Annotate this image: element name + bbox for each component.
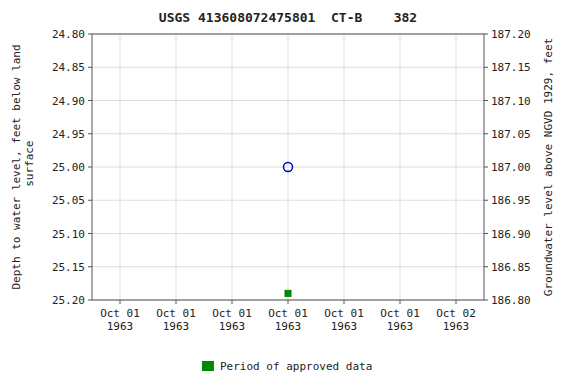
tick-x [400, 300, 401, 304]
tick-y [88, 34, 92, 35]
tick-x [288, 300, 289, 304]
grid [92, 34, 484, 300]
text-line: Groundwater level above NGVD 1929, feet [542, 38, 555, 296]
text-line: Oct 01 [268, 307, 308, 320]
title: USGS 413608072475801 CT-B 382 [159, 10, 417, 25]
marks [284, 163, 293, 297]
tick-label-x: Oct 011963 [268, 307, 308, 333]
text-line: Oct 01 [100, 307, 140, 320]
tick-label-y: 24.85 [52, 61, 85, 74]
tick-y2 [484, 200, 488, 201]
series [285, 290, 291, 296]
tick-label-y2: 187.15 [491, 61, 531, 74]
tick-y [88, 67, 92, 68]
text-line: Oct 02 [436, 307, 476, 320]
tick-label-y2: 186.95 [491, 194, 531, 207]
tick-label-y2: 187.05 [491, 128, 531, 141]
point [285, 290, 291, 296]
text-line: Depth to water level, feet below land [10, 44, 23, 289]
tick-y2 [484, 266, 488, 267]
tick-label-x: Oct 021963 [436, 307, 476, 333]
tick-label-x: Oct 011963 [324, 307, 364, 333]
text-line: 1963 [107, 320, 134, 333]
tick-label-y: 25.20 [52, 294, 85, 307]
plot-frame [92, 34, 484, 300]
tick-y2 [484, 167, 488, 168]
y-axis: 24.80 24.85 24.90 24.95 25.00 25.05 25.10 25.15… [52, 28, 92, 307]
legend-label: Period of approved data [220, 360, 372, 373]
point [284, 163, 293, 172]
tick-label-y2: 186.85 [491, 261, 531, 274]
tick-label-y2: 186.80 [491, 294, 531, 307]
y2-axis-label: Groundwater level above NGVD 1929, feet [542, 38, 555, 296]
legend-swatch [202, 361, 214, 371]
series [284, 163, 293, 172]
tick-label-y: 25.15 [52, 261, 85, 274]
text-line: 1963 [331, 320, 358, 333]
tick-x [344, 300, 345, 304]
text-line: 1963 [387, 320, 414, 333]
tick-y [88, 300, 92, 301]
tick-label-x: Oct 011963 [380, 307, 420, 333]
tick-y [88, 200, 92, 201]
tick-y [88, 167, 92, 168]
tick-label-y: 25.00 [52, 161, 85, 174]
text-line: Oct 01 [156, 307, 196, 320]
text-line: Oct 01 [380, 307, 420, 320]
grid-line-x [344, 34, 345, 300]
text-line: Oct 01 [324, 307, 364, 320]
legend: Period of approved data [202, 360, 372, 373]
text-line: Oct 01 [212, 307, 252, 320]
tick-y2 [484, 34, 488, 35]
grid-line-x [456, 34, 457, 300]
tick-y [88, 233, 92, 234]
grid-line-x [400, 34, 401, 300]
tick-y2 [484, 300, 488, 301]
tick-label-y: 24.95 [52, 128, 85, 141]
y2-axis: 187.20 187.15 187.10 187.05 187.00 186.95 186.… [484, 28, 531, 307]
grid-line-x [232, 34, 233, 300]
tick-x [456, 300, 457, 304]
tick-label-x: Oct 011963 [212, 307, 252, 333]
y-axis-label: Depth to water level, feet below land su… [10, 44, 36, 289]
text-line: 1963 [219, 320, 246, 333]
tick-label-y2: 187.10 [491, 95, 531, 108]
x-axis: Oct 011963Oct 011963Oct 011963Oct 011963… [100, 300, 476, 333]
tick-label-x: Oct 011963 [100, 307, 140, 333]
tick-label-y: 25.05 [52, 194, 85, 207]
grid-line-x [288, 34, 289, 300]
tick-y [88, 133, 92, 134]
text-line: 1963 [163, 320, 190, 333]
tick-y2 [484, 100, 488, 101]
tick-label-y2: 187.00 [491, 161, 531, 174]
tick-label-y2: 187.20 [491, 28, 531, 41]
tick-label-y2: 186.90 [491, 228, 531, 241]
tick-label-y: 25.10 [52, 228, 85, 241]
tick-y2 [484, 67, 488, 68]
chart: 24.80 24.85 24.90 24.95 25.00 25.05 25.10 25.15… [0, 0, 576, 384]
tick-x [176, 300, 177, 304]
tick-x [232, 300, 233, 304]
tick-label-y: 24.90 [52, 95, 85, 108]
text-line: 1963 [275, 320, 302, 333]
tick-y2 [484, 133, 488, 134]
grid-line-x [120, 34, 121, 300]
text-line: surface [23, 141, 36, 194]
tick-y [88, 266, 92, 267]
text-line: 1963 [443, 320, 470, 333]
tick-y2 [484, 233, 488, 234]
tick-label-y: 24.80 [52, 28, 85, 41]
tick-label-x: Oct 011963 [156, 307, 196, 333]
tick-y [88, 100, 92, 101]
grid-line-x [176, 34, 177, 300]
tick-x [120, 300, 121, 304]
